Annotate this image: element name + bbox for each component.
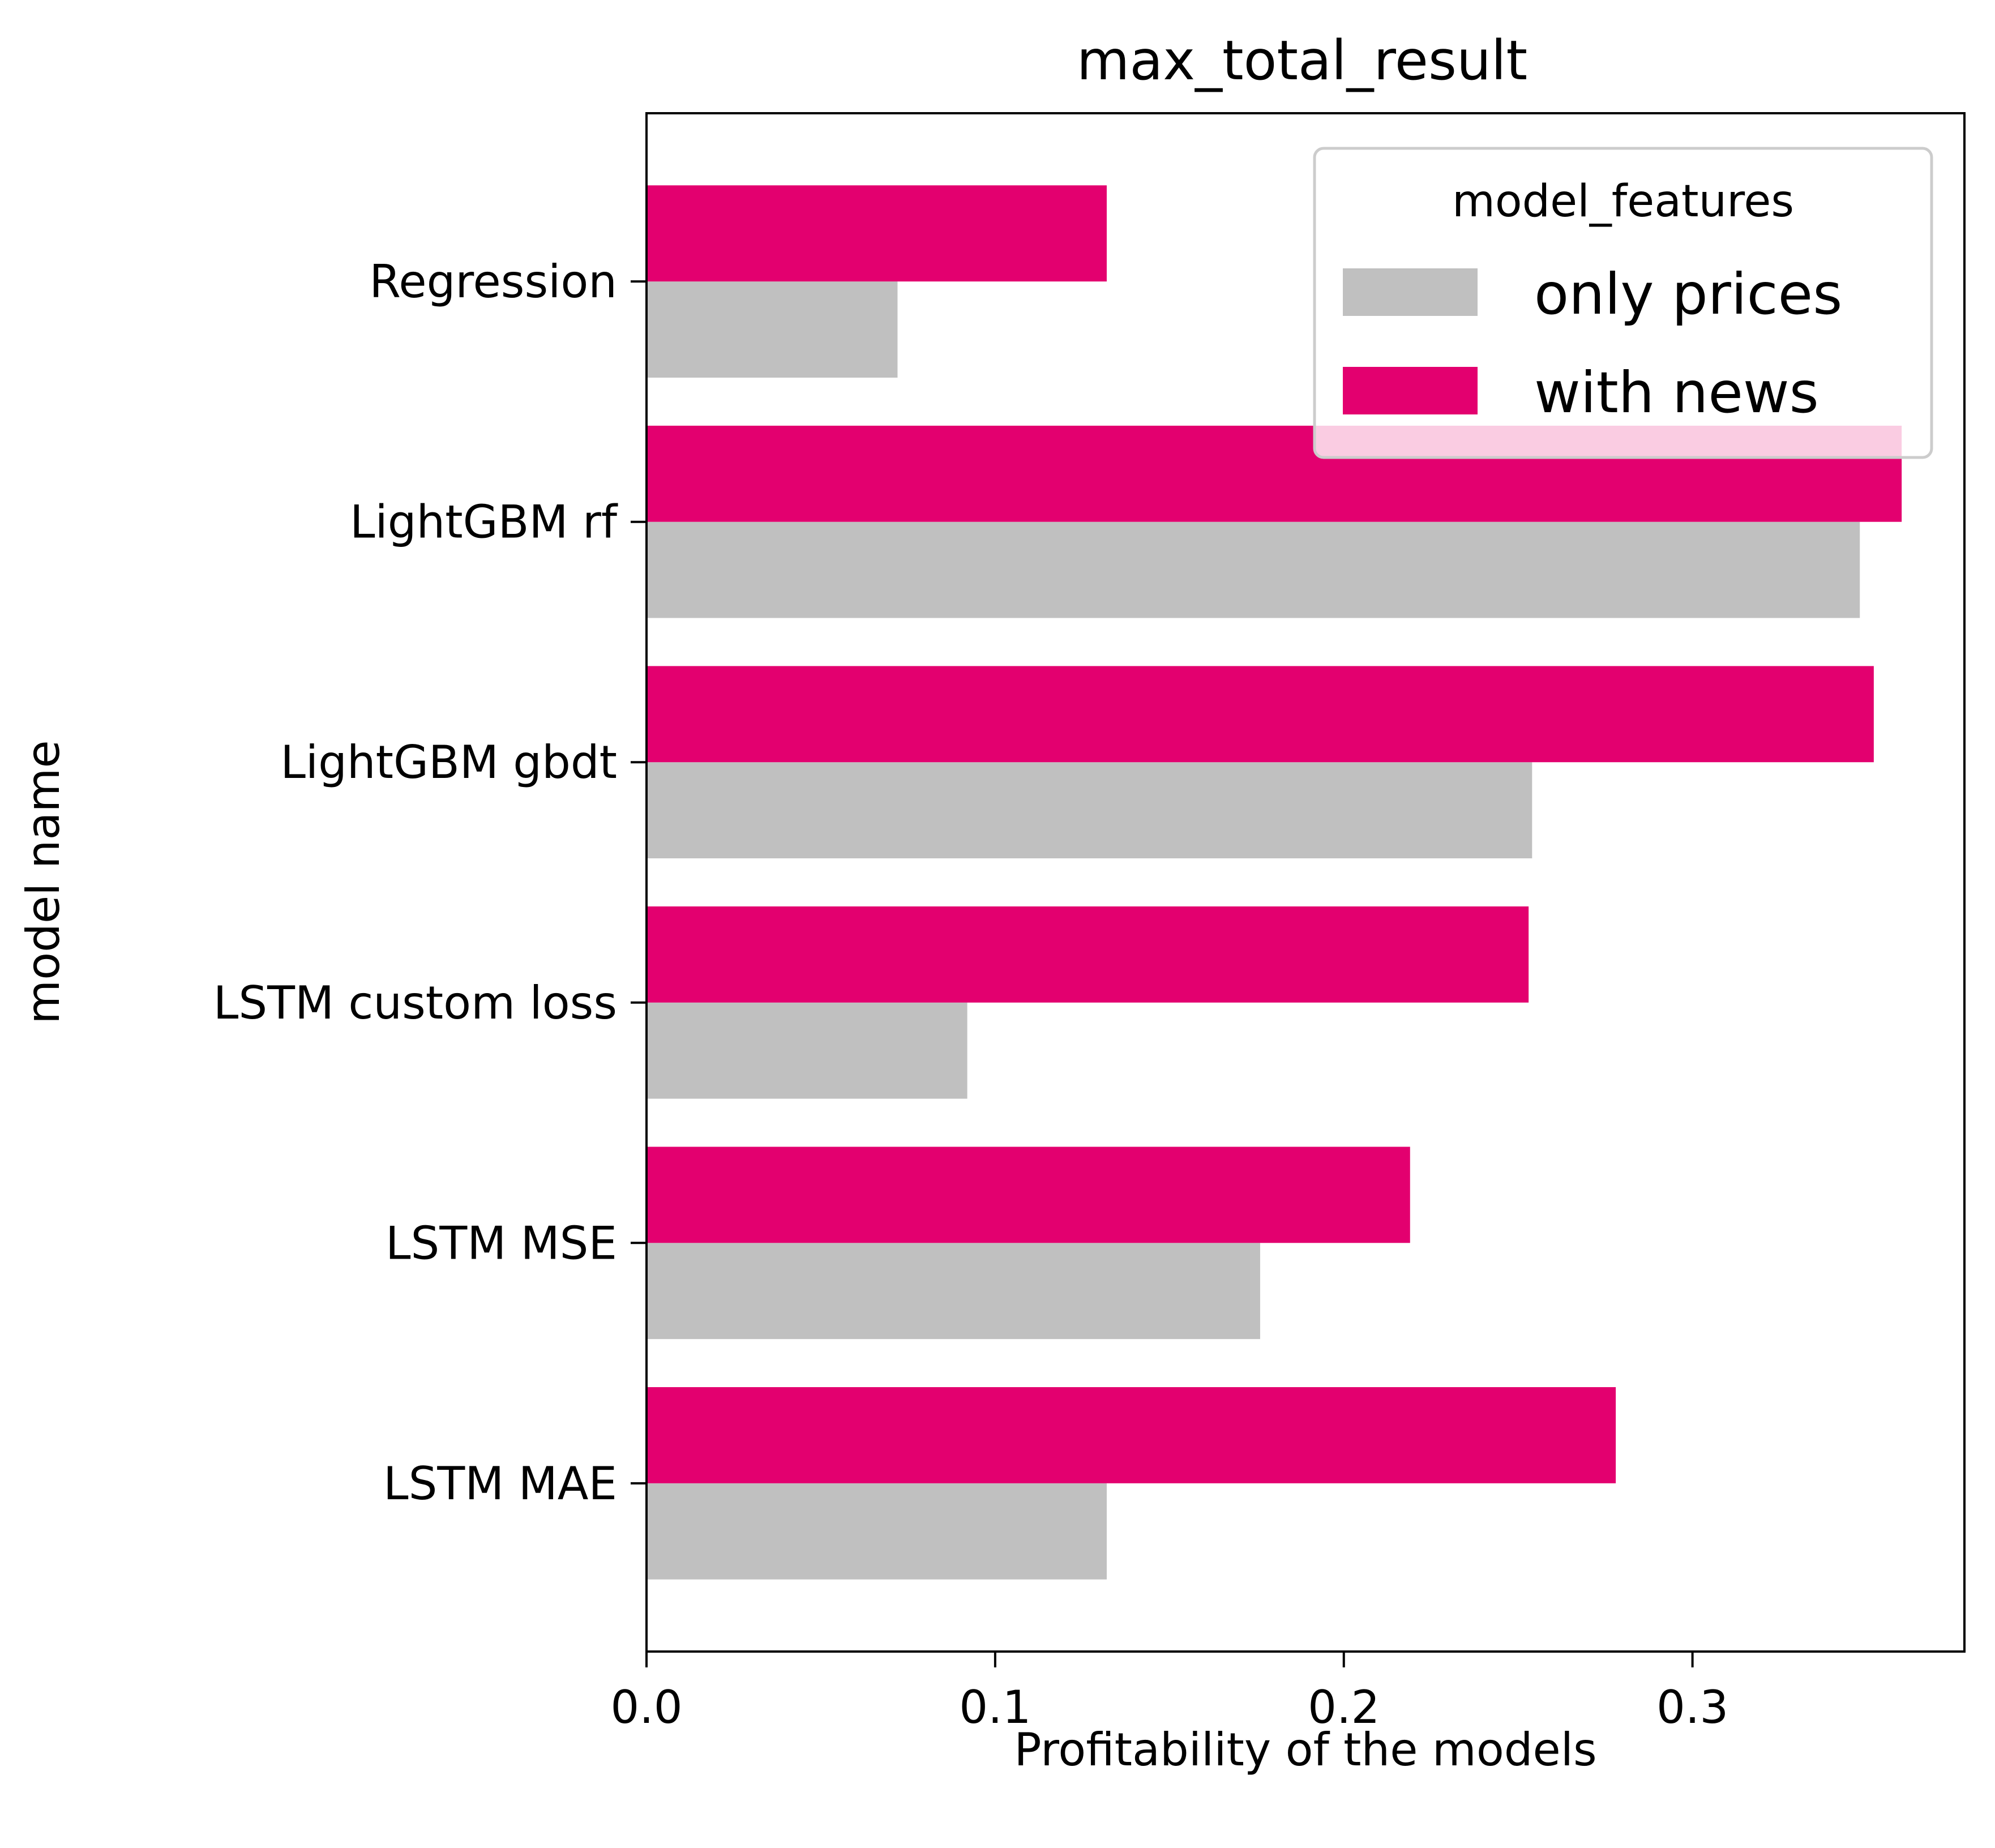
legend-label-only-prices: only prices bbox=[1534, 261, 1842, 327]
y-tick-label: LightGBM rf bbox=[350, 496, 618, 549]
y-tick-label: LSTM MSE bbox=[386, 1217, 617, 1269]
x-tick-label: 0.3 bbox=[1656, 1681, 1728, 1734]
legend-title: model_features bbox=[1452, 176, 1794, 227]
bars-layer bbox=[647, 185, 1902, 1580]
bar-lightgbm-gbdt-with-news bbox=[647, 666, 1874, 763]
bar-lstm-custom-loss-with-news bbox=[647, 906, 1529, 1003]
bar-lstm-mse-only-prices bbox=[647, 1243, 1260, 1340]
y-tick-label: LSTM custom loss bbox=[213, 977, 617, 1029]
legend-swatch-only-prices bbox=[1343, 268, 1478, 316]
x-tick-label: 0.0 bbox=[610, 1681, 682, 1734]
bar-lstm-mse-with-news bbox=[647, 1147, 1410, 1243]
bar-lightgbm-gbdt-only-prices bbox=[647, 762, 1532, 859]
x-tick-label: 0.2 bbox=[1308, 1681, 1380, 1734]
bar-regression-with-news bbox=[647, 185, 1107, 282]
bar-lstm-custom-loss-only-prices bbox=[647, 1002, 967, 1099]
bar-regression-only-prices bbox=[647, 281, 898, 378]
y-axis-label: model name bbox=[17, 740, 70, 1024]
bar-lstm-mae-with-news bbox=[647, 1387, 1616, 1483]
x-tick-label: 0.1 bbox=[959, 1681, 1031, 1734]
chart-title: max_total_result bbox=[1077, 29, 1527, 92]
ticks-layer: Regression LightGBM rf LightGBM gbdt LSTM c… bbox=[213, 255, 1728, 1734]
plot-area-frame bbox=[645, 112, 1966, 1653]
y-tick-label: Regression bbox=[369, 255, 617, 308]
y-tick-label: LightGBM gbdt bbox=[280, 736, 617, 789]
bar-lightgbm-rf-only-prices bbox=[647, 521, 1860, 618]
bar-lstm-mae-only-prices bbox=[647, 1483, 1107, 1580]
y-tick-label: LSTM MAE bbox=[383, 1457, 617, 1510]
legend-label-with-news: with news bbox=[1534, 360, 1819, 426]
legend: model_features only prices with news bbox=[1313, 147, 1933, 459]
legend-swatch-with-news bbox=[1343, 367, 1478, 414]
x-axis-label: Profitability of the models bbox=[1014, 1723, 1596, 1776]
